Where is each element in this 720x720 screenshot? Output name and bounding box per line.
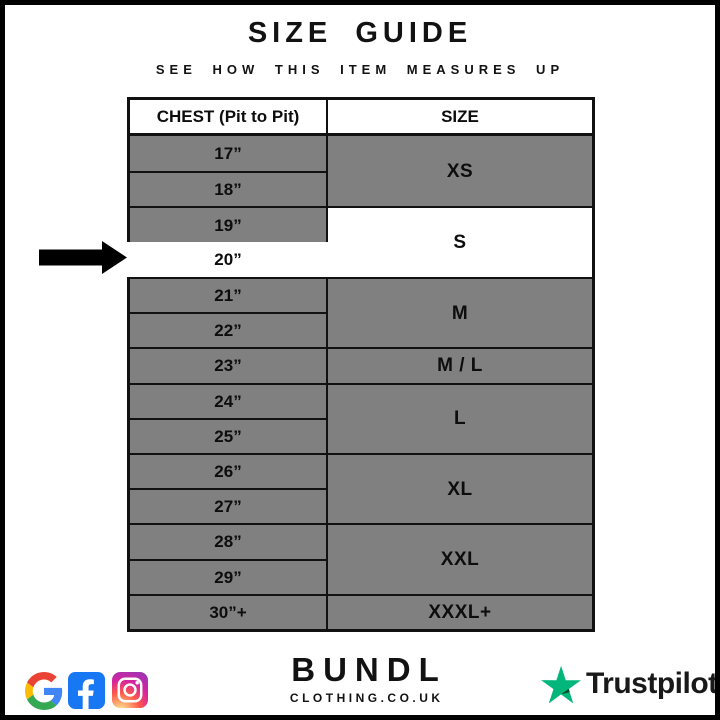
chest-cell-25: 25” xyxy=(130,417,328,453)
chest-cell-22: 22” xyxy=(130,312,328,348)
column-header-chest: CHEST (Pit to Pit) xyxy=(130,100,328,136)
chest-cell-29: 29” xyxy=(130,558,328,594)
size-cell-m-l: M / L xyxy=(328,347,592,383)
trustpilot-logo[interactable]: Trustpilot xyxy=(541,665,718,703)
instagram-icon[interactable] xyxy=(112,672,148,708)
chest-cell-24: 24” xyxy=(130,382,328,418)
trustpilot-star-icon xyxy=(541,665,581,703)
chest-cell-30plus: 30”+ xyxy=(130,593,328,629)
brand-name: BUNDL xyxy=(291,651,447,688)
page-title: SIZE GUIDE xyxy=(247,17,473,49)
chest-cell-23: 23” xyxy=(130,347,328,383)
size-cell-s-highlighted: S xyxy=(328,206,592,277)
chest-cell-18: 18” xyxy=(130,171,328,207)
trustpilot-label: Trustpilot xyxy=(586,667,718,700)
size-cell-m: M xyxy=(328,276,592,348)
chest-cell-19: 19” xyxy=(130,206,328,242)
brand-logo: BUNDL CLOTHING.CO.UK xyxy=(245,651,485,705)
chest-cell-26: 26” xyxy=(130,452,328,489)
page-subtitle: SEE HOW THIS ITEM MEASURES UP xyxy=(155,62,565,77)
google-icon[interactable] xyxy=(25,672,63,710)
chest-cell-17: 17” xyxy=(130,136,328,172)
facebook-icon[interactable] xyxy=(68,672,105,709)
size-table: CHEST (Pit to Pit) SIZE 17” 18” 19” 20” … xyxy=(127,97,595,632)
chest-cell-28: 28” xyxy=(130,523,328,559)
size-cell-xxl: XXL xyxy=(328,523,592,594)
chest-cell-21: 21” xyxy=(130,276,328,313)
highlight-border-gap xyxy=(127,241,130,277)
chest-cell-27: 27” xyxy=(130,488,328,524)
size-cell-xl: XL xyxy=(328,452,592,524)
size-cell-xs: XS xyxy=(328,136,592,207)
column-header-size: SIZE xyxy=(328,100,592,136)
chest-cell-20-highlighted: 20” xyxy=(130,241,328,277)
row-pointer-arrow-icon xyxy=(39,241,127,274)
size-cell-xxxl: XXXL+ xyxy=(328,593,592,629)
brand-tagline: CLOTHING.CO.UK xyxy=(289,691,444,705)
size-cell-l: L xyxy=(328,382,592,453)
